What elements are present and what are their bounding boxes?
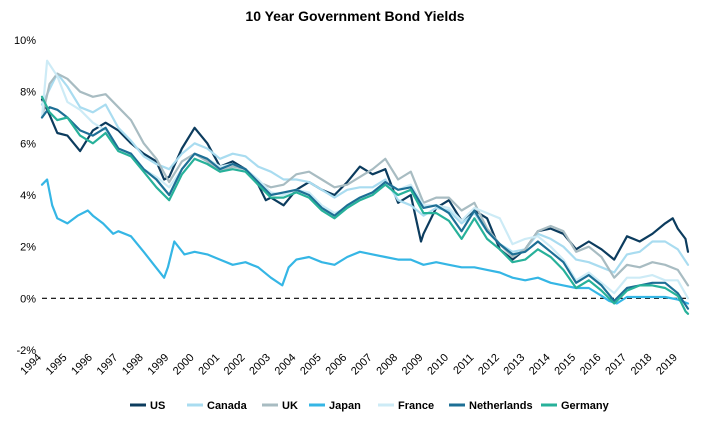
x-tick-label: 1998 [120,352,146,378]
x-tick-label: 2011 [451,352,476,377]
x-tick-label: 2017 [603,352,629,378]
legend-label-uk: UK [282,400,298,412]
series-line-germany [40,95,690,315]
x-tick-label: 1997 [95,352,121,378]
x-tick-label: 2000 [171,352,197,378]
y-tick-label: 4% [20,190,36,202]
legend: US Canada UK Japan France Netherlands Germany [130,400,610,412]
x-tick-label: 2002 [222,352,248,378]
x-tick-label: 2001 [196,352,222,378]
x-tick-label: 2015 [552,352,578,378]
y-tick-label: 2% [20,242,36,254]
series-line-uk [40,72,690,287]
legend-label-us: US [150,400,165,412]
x-tick-label: 2003 [247,352,273,378]
x-tick-label: 2008 [374,352,400,378]
x-tick-label: 1996 [69,352,95,378]
series-group [40,59,690,315]
x-tick-label: 2009 [400,352,426,378]
y-axis: -2% 0% 2% 4% 6% 8% 10% [14,35,36,357]
x-tick-label: 2012 [476,352,502,378]
y-tick-label: 6% [20,138,36,150]
x-tick-label: 2018 [629,352,655,378]
x-tick-label: 2004 [273,352,299,378]
x-axis: 1994 1995 1996 1997 1998 1999 2000 2001 2002 2003… [18,352,680,378]
y-tick-label: -2% [16,345,36,357]
x-tick-label: 2005 [298,352,324,378]
x-tick-label: 2007 [349,352,375,378]
series-line-netherlands [40,106,690,310]
legend-label-france: France [398,400,434,412]
x-tick-label: 2016 [578,352,604,378]
legend-label-netherlands: Netherlands [469,400,533,412]
legend-label-germany: Germany [561,400,610,412]
x-tick-label: 2006 [324,352,350,378]
series-line-us [40,98,690,261]
chart-title: 10 Year Government Bond Yields [245,8,465,24]
y-tick-label: 0% [20,293,36,305]
legend-label-canada: Canada [207,400,248,412]
y-tick-label: 8% [20,87,36,99]
x-tick-label: 1995 [44,352,70,378]
legend-label-japan: Japan [329,400,361,412]
x-tick-label: 2014 [527,352,553,378]
x-tick-label: 2019 [654,352,680,378]
y-tick-label: 10% [14,35,36,47]
x-tick-label: 1999 [145,352,171,378]
x-tick-label: 2010 [425,352,451,378]
x-tick-label: 2013 [502,352,528,378]
series-line-canada [40,72,690,274]
